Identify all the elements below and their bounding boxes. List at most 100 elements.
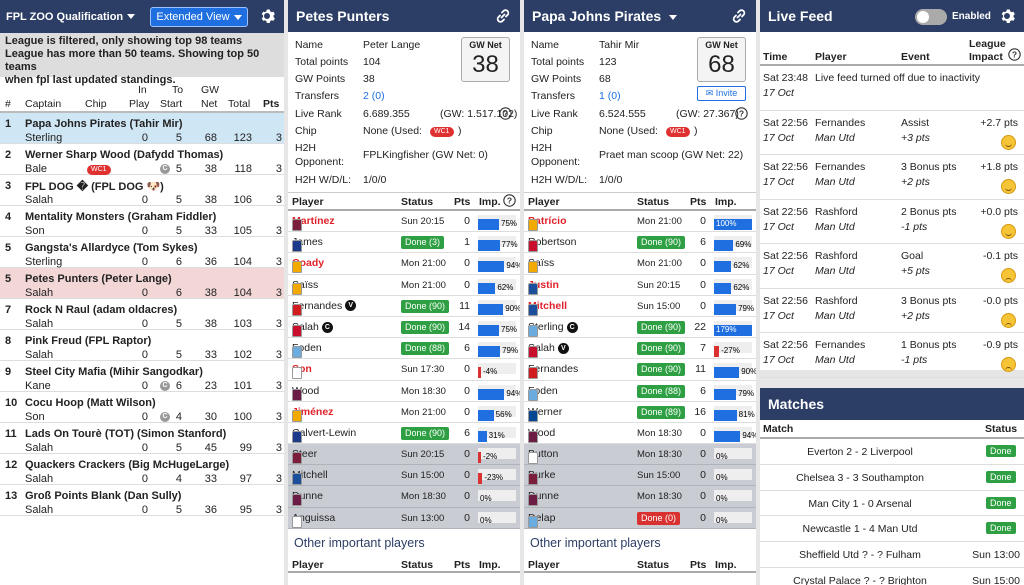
col-player[interactable]: Player	[528, 558, 560, 571]
match-row[interactable]: Crystal Palace ? - ? Brighton Sun 15:00	[760, 568, 1024, 585]
team-name[interactable]: Cocu Hoop (Matt Wilson)	[25, 397, 156, 409]
player-row[interactable]: Martínez Sun 20:15 0 75%	[288, 211, 520, 233]
player-row[interactable]: Calvert-Lewin Done (90) 6 31%	[288, 423, 520, 445]
col-pts[interactable]: Pts	[454, 558, 471, 571]
col-player[interactable]: Player	[292, 196, 324, 208]
player-row[interactable]: Steer Sun 20:15 0 -2%	[288, 444, 520, 466]
player-row[interactable]: Saïss Mon 21:00 0 62%	[288, 275, 520, 296]
player-row[interactable]: Dunne Mon 18:30 0 0%	[288, 486, 520, 508]
col-gw-net[interactable]: Net	[201, 98, 218, 110]
team-name[interactable]: Mentality Monsters (Graham Fiddler)	[25, 211, 217, 223]
col-player[interactable]: Player	[528, 196, 560, 208]
player-row[interactable]: Delap Done (0) 0 0%	[524, 507, 756, 529]
team-name[interactable]: Rock N Raul (adam oldacres)	[25, 304, 178, 316]
gear-icon[interactable]	[998, 7, 1016, 25]
team-name[interactable]: Lads On Tourè (TOT) (Simon Stanford)	[25, 428, 227, 440]
link-icon[interactable]	[494, 7, 512, 25]
league-row[interactable]: 2 Werner Sharp Wood (Dafydd Thomas) Bale WC…	[0, 144, 284, 175]
league-row[interactable]: 8 Pink Freud (FPL Raptor) Salah 0 5 33 102 3	[0, 330, 284, 361]
col-status[interactable]: Status	[637, 558, 670, 571]
view-dropdown-button[interactable]: Extended View	[150, 7, 248, 27]
col-imp[interactable]: Imp.	[479, 196, 501, 208]
col-to-start[interactable]: Start	[160, 98, 183, 110]
col-status[interactable]: Status	[401, 558, 434, 571]
col-in-play[interactable]: Play	[129, 98, 150, 110]
player-row[interactable]: Salah C Done (90) 14 75%	[288, 317, 520, 339]
team-name[interactable]: Petes Punters (Peter Lange)	[25, 273, 172, 285]
player-row[interactable]: Salah V Done (90) 7 -27%	[524, 338, 756, 360]
help-icon[interactable]: ?	[735, 107, 748, 123]
player-row[interactable]: Wood Mon 18:30 0 94%	[524, 423, 756, 445]
player-row[interactable]: Burke Sun 15:00 0 0%	[524, 465, 756, 487]
player-row[interactable]: Wood Mon 18:30 0 94%	[288, 381, 520, 402]
player-row[interactable]: Coady Mon 21:00 0 94%	[288, 253, 520, 275]
col-pts[interactable]: Pts	[690, 196, 707, 208]
player-row[interactable]: Fernandes Done (90) 11 90%	[524, 359, 756, 381]
player-row[interactable]: Button Mon 18:30 0 0%	[524, 444, 756, 466]
value-transfers[interactable]: 2 (0)	[363, 90, 385, 102]
player-row[interactable]: Saïss Mon 21:00 0 62%	[524, 253, 756, 275]
team-name[interactable]: Pink Freud (FPL Raptor)	[25, 335, 152, 347]
league-row[interactable]: 5 Gangsta's Allardyce (Tom Sykes) Sterling…	[0, 237, 284, 268]
league-row[interactable]: 13 Groß Points Blank (Dan Sully) Salah 0 5 36…	[0, 485, 284, 516]
col-pts[interactable]: Pts	[690, 558, 707, 571]
team-name[interactable]: Groß Points Blank (Dan Sully)	[25, 490, 182, 502]
league-row[interactable]: 10 Cocu Hoop (Matt Wilson) Son 0 C 4 30 100 3	[0, 392, 284, 423]
value-transfers[interactable]: 1 (0)	[599, 90, 621, 102]
league-row[interactable]: 4 Mentality Monsters (Graham Fiddler) Son 0…	[0, 206, 284, 237]
league-row[interactable]: 9 Steel City Mafia (Mihir Sangodkar) Kane 0…	[0, 361, 284, 392]
league-row[interactable]: 3 FPL DOG � (FPL DOG 🐶) Salah 0 5 38 106 3	[0, 175, 284, 206]
link-icon[interactable]	[730, 7, 748, 25]
team-name[interactable]: Steel City Mafia (Mihir Sangodkar)	[25, 366, 203, 378]
player-row[interactable]: Mitchell Sun 15:00 0 79%	[524, 296, 756, 317]
match-row[interactable]: Chelsea 3 - 3 Southampton Done	[760, 465, 1024, 491]
player-row[interactable]: Foden Done (88) 6 79%	[288, 338, 520, 360]
player-row[interactable]: Robertson Done (90) 6 69%	[524, 232, 756, 254]
col-player[interactable]: Player	[292, 558, 324, 571]
help-icon[interactable]: ?	[499, 107, 512, 123]
col-chip[interactable]: Chip	[85, 98, 107, 110]
player-row[interactable]: Son Sun 17:30 0 -4%	[288, 359, 520, 381]
match-row[interactable]: Sheffield Utd ? - ? Fulham Sun 13:00	[760, 542, 1024, 568]
player-row[interactable]: Anguissa Sun 13:00 0 0%	[288, 507, 520, 529]
league-row[interactable]: 1 Papa Johns Pirates (Tahir Mir) Sterling 0…	[0, 113, 284, 144]
player-row[interactable]: Mitchell Sun 15:00 0 -23%	[288, 465, 520, 487]
league-select[interactable]: FPL ZOO Qualification	[6, 11, 136, 23]
col-pts[interactable]: Pts	[263, 98, 280, 110]
player-row[interactable]: Fernandes V Done (90) 11 90%	[288, 296, 520, 317]
live-feed-toggle[interactable]	[915, 9, 947, 25]
help-icon[interactable]: ?	[503, 194, 516, 210]
col-status[interactable]: Status	[637, 196, 670, 208]
col-captain[interactable]: Captain	[25, 98, 62, 110]
match-row[interactable]: Man City 1 - 0 Arsenal Done	[760, 491, 1024, 517]
league-row[interactable]: 7 Rock N Raul (adam oldacres) Salah 0 5 38 103…	[0, 299, 284, 330]
league-row[interactable]: 12 Quackers Crackers (Big McHugeLarge) Sal…	[0, 454, 284, 485]
help-icon[interactable]: ?	[1008, 48, 1021, 64]
col-in-play[interactable]: In	[138, 84, 147, 96]
player-row[interactable]: Foden Done (88) 6 79%	[524, 381, 756, 402]
player-row[interactable]: Sterling C Done (90) 22 179%	[524, 317, 756, 339]
col-total[interactable]: Total	[228, 98, 251, 110]
col-gw-net[interactable]: GW	[201, 84, 220, 96]
team-select[interactable]: Papa Johns Pirates	[532, 8, 678, 24]
col-imp[interactable]: Imp.	[479, 558, 501, 571]
col-pts[interactable]: Pts	[454, 196, 471, 208]
team-name[interactable]: Quackers Crackers (Big McHugeLarge)	[25, 459, 230, 471]
player-row[interactable]: Werner Done (89) 16 81%	[524, 402, 756, 423]
player-row[interactable]: Justin Sun 20:15 0 62%	[524, 275, 756, 296]
gear-icon[interactable]	[258, 7, 276, 25]
league-row[interactable]: 11 Lads On Tourè (TOT) (Simon Stanford) Sa…	[0, 423, 284, 454]
team-name[interactable]: Papa Johns Pirates (Tahir Mir)	[25, 118, 183, 130]
col-status[interactable]: Status	[401, 196, 434, 208]
team-name[interactable]: Gangsta's Allardyce (Tom Sykes)	[25, 242, 198, 254]
col-imp[interactable]: Imp.	[715, 558, 737, 571]
invite-button[interactable]: ✉ Invite	[697, 86, 746, 101]
player-row[interactable]: Jiménez Mon 21:00 0 56%	[288, 402, 520, 423]
col-imp[interactable]: Imp.	[715, 196, 737, 208]
col-to-start[interactable]: To	[172, 84, 184, 96]
player-row[interactable]: James Done (3) 1 77%	[288, 232, 520, 254]
match-row[interactable]: Newcastle 1 - 4 Man Utd Done	[760, 516, 1024, 543]
league-row[interactable]: 5 Petes Punters (Peter Lange) Salah 0 6 38 104…	[0, 268, 284, 299]
match-row[interactable]: Everton 2 - 2 Liverpool Done	[760, 439, 1024, 465]
player-row[interactable]: Patrício Mon 21:00 0 100%	[524, 211, 756, 233]
